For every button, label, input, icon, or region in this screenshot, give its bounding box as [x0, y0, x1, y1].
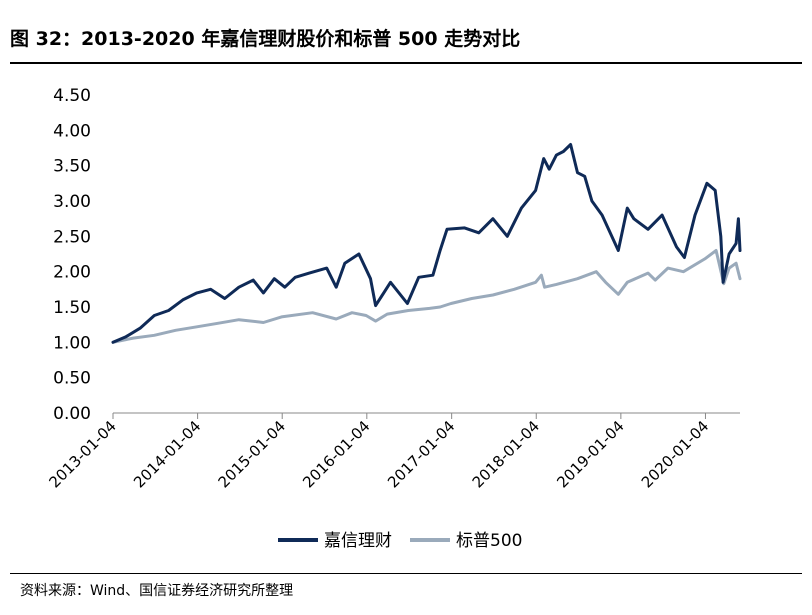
series-layer [111, 143, 742, 344]
y-tick-label: 3.50 [53, 157, 91, 177]
series-line-2 [111, 249, 742, 344]
y-tick-label: 0.50 [53, 369, 91, 389]
footer: 资料来源：Wind、国信证券经济研究所整理 [10, 573, 802, 599]
y-tick-label: 1.50 [53, 298, 91, 318]
x-tick-label: 2020-01-04 [638, 417, 712, 491]
x-tick-label: 2015-01-04 [215, 417, 289, 491]
x-tick-label: 2018-01-04 [469, 417, 543, 491]
series-line-1 [111, 143, 742, 344]
x-tick-label: 2016-01-04 [299, 417, 373, 491]
title-bar: 图 32：2013-2020 年嘉信理财股价和标普 500 走势对比 [10, 22, 802, 64]
y-tick-label: 1.00 [53, 333, 91, 353]
chart-title: 图 32：2013-2020 年嘉信理财股价和标普 500 走势对比 [10, 28, 521, 50]
source-note: 资料来源：Wind、国信证券经济研究所整理 [20, 583, 294, 599]
x-tick-label: 2019-01-04 [553, 417, 627, 491]
line-chart: 0.00 0.50 1.00 1.50 2.00 2.50 3.00 3.50 4.00 4.50… [45, 86, 742, 551]
x-tick-label: 2013-01-04 [45, 417, 119, 491]
y-tick-label: 4.00 [53, 121, 91, 141]
x-tick-label: 2014-01-04 [130, 417, 204, 491]
y-tick-label: 2.00 [53, 263, 91, 283]
x-tick-label: 2017-01-04 [384, 417, 458, 491]
y-tick-label: 0.00 [53, 404, 91, 424]
y-tick-label: 2.50 [53, 227, 91, 247]
chart-axes: 0.00 0.50 1.00 1.50 2.00 2.50 3.00 3.50 4.00 4.50… [45, 86, 740, 491]
legend-label-1: 嘉信理财 [324, 531, 392, 551]
y-tick-label: 3.00 [53, 192, 91, 212]
legend: 嘉信理财 标普500 [278, 531, 522, 551]
y-tick-label: 4.50 [53, 86, 91, 106]
legend-label-2: 标普500 [456, 531, 522, 551]
